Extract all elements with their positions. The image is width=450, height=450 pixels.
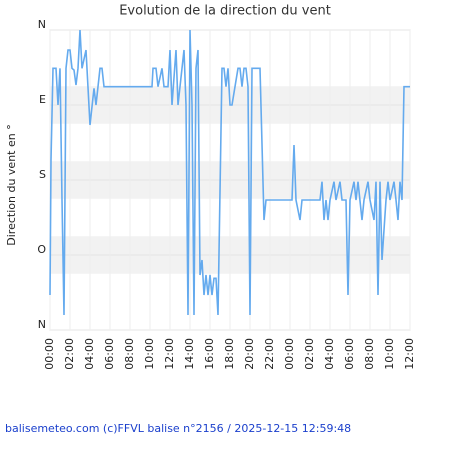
x-tick-label: 00:00 [43,338,56,370]
y-tick-label: S [39,168,46,181]
y-tick-label: O [37,243,46,256]
x-tick-label: 10:00 [383,338,396,370]
x-tick-label: 02:00 [63,338,76,370]
x-tick-label: 04:00 [83,338,96,370]
y-axis-title: Direction du vent en ° [5,124,18,245]
footer: balisemeteo.com (c)FFVL balise n°2156 / … [5,422,351,435]
x-tick-label: 22:00 [263,338,276,370]
x-tick-label: 08:00 [363,338,376,370]
series-line [49,29,410,316]
x-tick-label: 14:00 [183,338,196,370]
x-tick-label: 00:00 [283,338,296,370]
x-tick-label: 12:00 [163,338,176,370]
y-tick-label: N [38,18,46,31]
x-tick-label: 06:00 [343,338,356,370]
y-tick-label: E [39,93,46,106]
x-tick-label: 18:00 [223,338,236,370]
x-tick-label: 16:00 [203,338,216,370]
y-tick-label: N [38,318,46,331]
chart-title: Evolution de la direction du vent [119,4,331,19]
x-tick-label: 10:00 [143,338,156,370]
x-tick-label: 02:00 [303,338,316,370]
x-tick-label: 12:00 [403,338,416,370]
x-tick-label: 04:00 [323,338,336,370]
x-tick-label: 20:00 [243,338,256,370]
x-tick-label: 06:00 [103,338,116,370]
x-tick-label: 08:00 [123,338,136,370]
